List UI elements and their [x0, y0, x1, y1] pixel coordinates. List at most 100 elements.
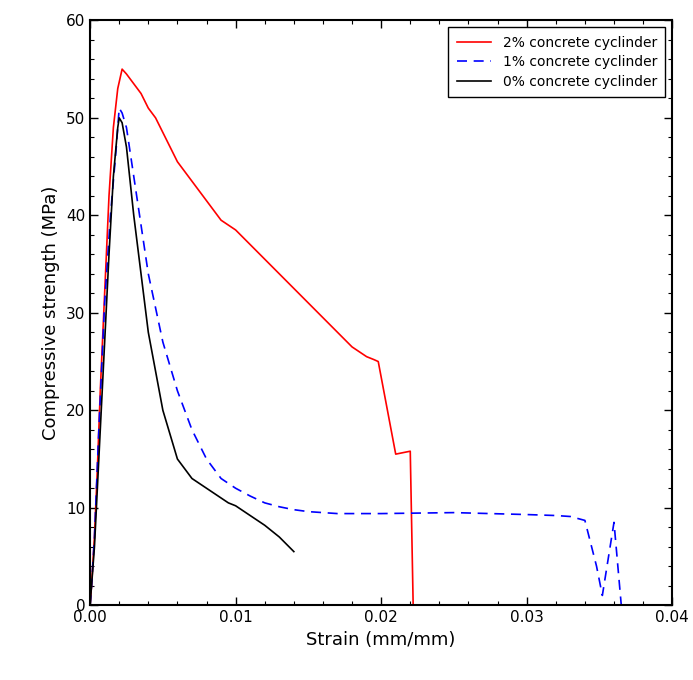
1% concrete cyclinder [566, 513, 574, 521]
0% concrete cyclinder [86, 601, 94, 609]
0% concrete cyclinder [144, 328, 152, 337]
1% concrete cyclinder [261, 499, 269, 507]
1% concrete cyclinder [202, 455, 211, 463]
2% concrete cyclinder [409, 601, 417, 609]
2% concrete cyclinder [166, 143, 175, 151]
2% concrete cyclinder [246, 241, 254, 249]
1% concrete cyclinder [100, 299, 109, 307]
1% concrete cyclinder [106, 211, 114, 220]
1% concrete cyclinder [231, 484, 240, 492]
2% concrete cyclinder [225, 221, 233, 229]
2% concrete cyclinder [130, 80, 138, 88]
1% concrete cyclinder [90, 533, 98, 541]
1% concrete cyclinder [217, 475, 225, 483]
2% concrete cyclinder [333, 328, 342, 337]
Line: 2% concrete cyclinder: 2% concrete cyclinder [90, 69, 413, 605]
1% concrete cyclinder [130, 172, 138, 180]
0% concrete cyclinder [105, 250, 113, 258]
0% concrete cyclinder [290, 547, 298, 556]
2% concrete cyclinder [374, 358, 383, 366]
Legend: 2% concrete cyclinder, 1% concrete cyclinder, 0% concrete cyclinder: 2% concrete cyclinder, 1% concrete cycli… [448, 27, 665, 97]
2% concrete cyclinder [195, 187, 204, 195]
2% concrete cyclinder [202, 197, 211, 205]
0% concrete cyclinder [275, 533, 283, 541]
1% concrete cyclinder [159, 338, 167, 346]
2% concrete cyclinder [290, 284, 298, 292]
2% concrete cyclinder [86, 601, 94, 609]
1% concrete cyclinder [348, 509, 356, 517]
1% concrete cyclinder [319, 509, 327, 517]
2% concrete cyclinder [261, 255, 269, 263]
1% concrete cyclinder [95, 426, 103, 434]
1% concrete cyclinder [450, 509, 458, 517]
0% concrete cyclinder [225, 499, 233, 507]
0% concrete cyclinder [188, 475, 196, 483]
2% concrete cyclinder [87, 581, 96, 590]
0% concrete cyclinder [115, 114, 123, 122]
2% concrete cyclinder [370, 356, 378, 364]
0% concrete cyclinder [231, 502, 240, 510]
2% concrete cyclinder [173, 158, 182, 166]
0% concrete cyclinder [159, 406, 167, 414]
2% concrete cyclinder [144, 104, 152, 112]
1% concrete cyclinder [112, 143, 121, 151]
2% concrete cyclinder [90, 533, 98, 541]
1% concrete cyclinder [115, 104, 123, 112]
2% concrete cyclinder [406, 447, 414, 456]
2% concrete cyclinder [105, 192, 113, 200]
Line: 0% concrete cyclinder: 0% concrete cyclinder [90, 118, 294, 605]
0% concrete cyclinder [217, 494, 225, 502]
0% concrete cyclinder [87, 581, 96, 590]
2% concrete cyclinder [217, 216, 225, 224]
2% concrete cyclinder [188, 177, 196, 185]
2% concrete cyclinder [118, 65, 126, 73]
1% concrete cyclinder [137, 221, 146, 229]
0% concrete cyclinder [130, 211, 138, 220]
1% concrete cyclinder [86, 601, 94, 609]
1% concrete cyclinder [290, 506, 298, 514]
0% concrete cyclinder [114, 124, 122, 132]
1% concrete cyclinder [610, 518, 618, 526]
0% concrete cyclinder [95, 455, 103, 463]
1% concrete cyclinder [246, 492, 254, 500]
1% concrete cyclinder [87, 581, 96, 590]
1% concrete cyclinder [144, 270, 152, 278]
2% concrete cyclinder [209, 206, 218, 214]
1% concrete cyclinder [188, 426, 196, 434]
Line: 1% concrete cyclinder: 1% concrete cyclinder [90, 108, 621, 605]
0% concrete cyclinder [202, 484, 211, 492]
1% concrete cyclinder [617, 601, 625, 609]
1% concrete cyclinder [304, 507, 313, 515]
1% concrete cyclinder [593, 562, 601, 571]
1% concrete cyclinder [122, 124, 130, 132]
2% concrete cyclinder [137, 90, 146, 98]
2% concrete cyclinder [109, 124, 118, 132]
2% concrete cyclinder [93, 464, 102, 473]
2% concrete cyclinder [231, 226, 240, 234]
2% concrete cyclinder [348, 343, 356, 351]
1% concrete cyclinder [362, 509, 371, 517]
0% concrete cyclinder [90, 543, 98, 551]
X-axis label: Strain (mm/mm): Strain (mm/mm) [306, 630, 456, 649]
1% concrete cyclinder [333, 509, 342, 517]
2% concrete cyclinder [275, 270, 283, 278]
1% concrete cyclinder [370, 509, 378, 517]
2% concrete cyclinder [159, 129, 167, 137]
0% concrete cyclinder [173, 455, 182, 463]
2% concrete cyclinder [304, 299, 313, 307]
2% concrete cyclinder [96, 387, 105, 395]
1% concrete cyclinder [552, 511, 560, 520]
1% concrete cyclinder [118, 109, 126, 117]
1% concrete cyclinder [598, 592, 606, 600]
1% concrete cyclinder [173, 387, 182, 395]
1% concrete cyclinder [581, 516, 589, 524]
2% concrete cyclinder [122, 70, 130, 78]
0% concrete cyclinder [100, 338, 109, 346]
0% concrete cyclinder [122, 143, 130, 151]
2% concrete cyclinder [392, 450, 400, 458]
2% concrete cyclinder [180, 167, 188, 175]
2% concrete cyclinder [319, 313, 327, 322]
Y-axis label: Compressive strength (MPa): Compressive strength (MPa) [42, 186, 60, 440]
0% concrete cyclinder [109, 172, 118, 180]
0% concrete cyclinder [118, 118, 126, 126]
